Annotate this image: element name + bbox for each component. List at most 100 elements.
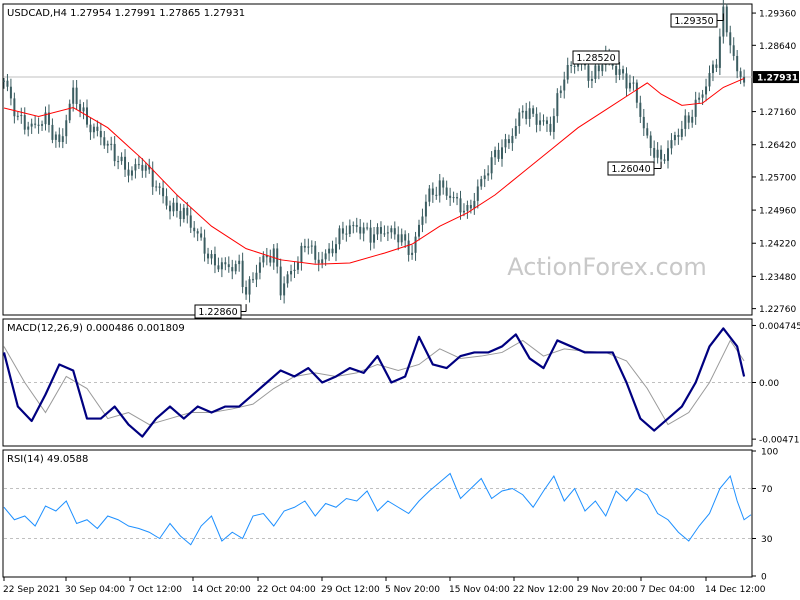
candle-body <box>718 36 721 68</box>
candle-body <box>169 205 171 212</box>
candle-body <box>227 264 230 268</box>
moving-average <box>3 77 745 265</box>
candle-body <box>701 94 704 98</box>
candle-body <box>514 126 517 136</box>
candle-body <box>528 108 531 119</box>
candle-body <box>518 112 521 127</box>
candle-body <box>303 245 306 248</box>
rsi-panel-frame <box>2 449 753 578</box>
candle-body <box>366 227 369 229</box>
candle-body <box>497 149 500 159</box>
candle-body <box>459 198 462 213</box>
candle-body <box>404 234 407 241</box>
candle-body <box>276 248 279 267</box>
candle-body <box>186 207 189 216</box>
candle-body <box>711 64 714 74</box>
time-axis: 22 Sep 2021 30 Sep 04:00 7 Oct 12:00 14 Oct… <box>3 577 766 595</box>
price-tick-label: 1.22760 <box>759 305 796 315</box>
candle-body <box>559 90 562 94</box>
candle-body <box>279 266 282 296</box>
candle-body <box>397 234 400 243</box>
candle-body <box>41 124 44 126</box>
candle-body <box>452 197 455 199</box>
candle-body <box>34 123 37 125</box>
candle-body <box>532 108 535 114</box>
candle-body <box>729 32 732 46</box>
candle-body <box>283 283 286 296</box>
candle-body <box>162 187 165 197</box>
candle-body <box>549 123 552 132</box>
candle-body <box>355 225 358 227</box>
annotation-label: 1.29350 <box>674 16 713 27</box>
candle-body <box>563 79 566 91</box>
candle-body <box>379 227 382 234</box>
candle-body <box>390 228 393 233</box>
price-tick-label: 1.26420 <box>759 141 796 151</box>
candle-body <box>739 71 742 77</box>
candle-body <box>51 124 54 140</box>
candle-body <box>300 245 303 263</box>
candle-body <box>13 98 16 117</box>
candle-body <box>220 262 223 270</box>
candle-body <box>476 186 479 201</box>
price-panel-frame <box>2 3 753 316</box>
rsi-axis: 100 70 30 0 <box>752 448 778 583</box>
candle-body <box>677 134 680 137</box>
candle-body <box>310 245 313 247</box>
candle-body <box>545 120 548 124</box>
candle-body <box>3 80 5 82</box>
candle-body <box>248 279 251 295</box>
candle-body <box>542 120 545 122</box>
candle-body <box>732 45 735 56</box>
candle-body <box>601 64 604 72</box>
macd-tick-label: -0.004712 <box>759 436 800 446</box>
candle-body <box>155 186 158 188</box>
macd-lines <box>2 327 751 438</box>
candle-body <box>725 6 728 33</box>
candle-body <box>698 97 701 100</box>
candle-body <box>331 248 334 254</box>
candle-body <box>193 227 196 232</box>
candle-body <box>238 260 241 265</box>
candle-body <box>65 120 68 137</box>
candle-body <box>61 136 64 143</box>
candle-body <box>435 194 438 196</box>
candle-body <box>75 87 78 105</box>
candle-body <box>345 233 348 235</box>
candle-body <box>445 187 448 196</box>
candle-body <box>200 233 203 238</box>
candle-body <box>321 259 324 264</box>
price-candles <box>3 0 746 304</box>
rsi-title: RSI(14) 49.0588 <box>7 454 88 465</box>
annotation-box <box>670 13 718 28</box>
candle-body <box>258 262 261 273</box>
macd-main-line <box>2 327 746 438</box>
macd-title: MACD(12,26,9) 0.000486 0.001809 <box>7 323 185 334</box>
candle-body <box>54 134 57 140</box>
candle-body <box>705 86 708 95</box>
candle-body <box>241 260 244 288</box>
candle-body <box>501 147 503 159</box>
candle-body <box>79 104 82 112</box>
candle-body <box>646 128 649 136</box>
candle-body <box>411 252 414 255</box>
candle-body <box>293 269 296 271</box>
rsi-tick-label: 0 <box>761 573 767 583</box>
candle-body <box>504 139 507 148</box>
price-tick-label: 1.23480 <box>759 273 796 283</box>
candle-body <box>424 201 427 217</box>
candle-body <box>117 161 120 163</box>
candle-body <box>525 110 528 119</box>
candle-body <box>618 69 621 75</box>
time-tick-label: 22 Nov 12:00 <box>513 585 574 595</box>
ma-line <box>3 77 745 265</box>
candle-body <box>660 149 663 160</box>
candle-body <box>196 231 199 234</box>
candle-body <box>203 237 206 254</box>
candle-body <box>23 115 26 130</box>
time-tick-label: 30 Sep 04:00 <box>65 585 125 595</box>
candle-body <box>490 157 493 174</box>
candle-body <box>151 169 154 187</box>
candle-body <box>44 112 47 125</box>
candle-body <box>272 248 275 263</box>
